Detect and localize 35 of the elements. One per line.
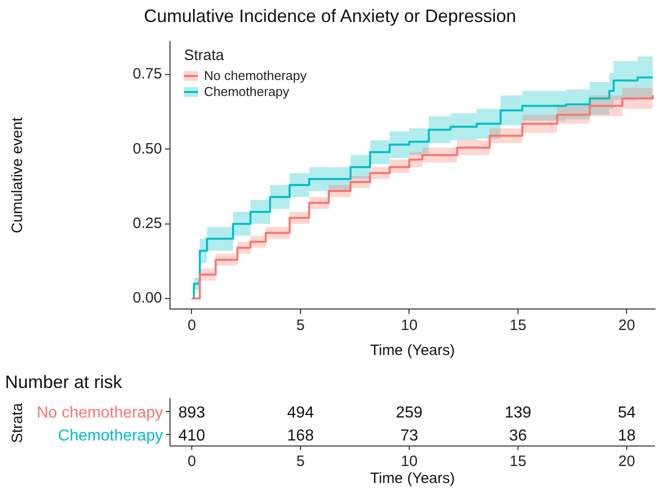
data-label: 139 xyxy=(504,404,532,422)
y-tick-label: 0.50 xyxy=(132,140,162,158)
x-tick-label: 20 xyxy=(618,453,636,470)
x-axis-title: Time (Years) xyxy=(370,342,455,360)
x-tick-label: 0 xyxy=(188,453,196,470)
x-tick-label: 5 xyxy=(296,317,305,334)
data-label: 494 xyxy=(287,404,314,422)
legend-label: Chemotherapy xyxy=(204,84,290,100)
y-tick-label: Chemotherapy xyxy=(58,428,163,444)
y-tick-label: 0.00 xyxy=(132,290,162,307)
chart-title: Cumulative Incidence of Anxiety or Depression xyxy=(144,6,516,26)
data-label: 54 xyxy=(618,404,636,422)
data-label: 18 xyxy=(618,428,636,444)
data-label: 893 xyxy=(178,404,206,422)
data-label: 36 xyxy=(509,428,527,444)
x-tick-label: 20 xyxy=(618,317,636,334)
x-axis-title: Time (Years) xyxy=(370,470,455,487)
data-label: 73 xyxy=(400,428,418,444)
legend-title: Strata xyxy=(184,46,226,64)
data-label: 259 xyxy=(396,404,423,422)
y-tick-label: 0.25 xyxy=(132,214,162,232)
chart-title: Number at risk xyxy=(5,372,124,392)
data-label: 410 xyxy=(178,428,206,444)
data-label: 168 xyxy=(287,428,314,444)
y-axis-title: Strata xyxy=(9,402,26,444)
y-axis-title: Cumulative event xyxy=(9,116,26,234)
x-tick-label: 10 xyxy=(400,453,418,470)
x-tick-label: 0 xyxy=(188,317,196,334)
y-tick-label: 0.75 xyxy=(132,66,162,83)
x-tick-label: 15 xyxy=(510,317,526,334)
x-tick-label: 15 xyxy=(510,453,526,470)
x-tick-label: 10 xyxy=(400,317,418,334)
y-tick-label: No chemotherapy xyxy=(36,404,163,422)
x-tick-label: 5 xyxy=(296,453,305,470)
legend-label: No chemotherapy xyxy=(204,68,307,84)
